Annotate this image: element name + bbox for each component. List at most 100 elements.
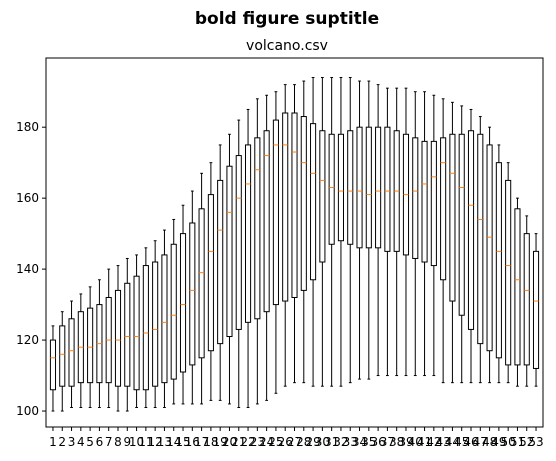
x-tick-label: 9 <box>123 435 131 449</box>
x-tick-label: 23 <box>250 435 265 449</box>
x-tick-label: 31 <box>324 435 339 449</box>
box <box>263 130 270 313</box>
x-tick-label: 29 <box>305 435 320 449</box>
x-tick-label: 35 <box>361 435 376 449</box>
figure-suptitle: bold figure suptitle <box>195 9 379 29</box>
x-tick-label: 28 <box>296 435 311 449</box>
x-tick-label: 4 <box>77 435 85 449</box>
x-tick-label: 17 <box>194 435 209 449</box>
x-tick-label: 18 <box>203 435 218 449</box>
y-tick-label: 120 <box>16 333 39 347</box>
y-tick-label: 100 <box>16 404 39 418</box>
box <box>384 126 391 252</box>
box <box>356 126 363 249</box>
x-tick-label: 27 <box>287 435 302 449</box>
box <box>244 144 252 323</box>
x-tick-label: 25 <box>268 435 283 449</box>
x-tick-label: 34 <box>352 435 367 449</box>
box <box>319 130 326 263</box>
box <box>486 144 493 352</box>
axes-title: volcano.csv <box>246 38 328 54</box>
x-tick-label: 14 <box>166 435 181 449</box>
x-tick-label: 8 <box>114 435 122 449</box>
box <box>430 140 437 267</box>
y-tick-label: 140 <box>16 262 39 276</box>
x-tick-label: 24 <box>259 435 274 449</box>
box <box>207 194 214 352</box>
x-tick-label: 30 <box>315 435 330 449</box>
box <box>412 137 419 259</box>
x-tick-label: 53 <box>528 435 543 449</box>
box <box>458 133 465 316</box>
box <box>226 165 233 338</box>
box <box>133 275 140 391</box>
x-tick-label: 12 <box>148 435 163 449</box>
x-tick-label: 50 <box>501 435 516 449</box>
x-tick-label: 3 <box>68 435 76 449</box>
box <box>49 339 57 391</box>
box <box>291 112 298 298</box>
x-tick-label: 47 <box>473 435 488 449</box>
x-tick-label: 5 <box>86 435 94 449</box>
box <box>337 133 345 242</box>
box <box>421 140 428 263</box>
box <box>254 137 261 320</box>
x-tick-label: 1 <box>49 435 57 449</box>
x-tick-label: 37 <box>380 435 395 449</box>
x-tick-label: 44 <box>445 435 460 449</box>
y-tick-label: 180 <box>16 120 39 134</box>
box <box>142 265 149 391</box>
box <box>440 137 447 281</box>
box <box>375 126 382 249</box>
x-tick-label: 40 <box>408 435 423 449</box>
box <box>505 179 512 366</box>
box <box>235 155 242 330</box>
x-tick-label: 32 <box>333 435 348 449</box>
box <box>189 222 196 366</box>
x-tick-label: 26 <box>278 435 293 449</box>
box <box>310 123 317 281</box>
x-tick-label: 16 <box>185 435 200 449</box>
x-tick-label: 46 <box>463 435 478 449</box>
x-tick-label: 48 <box>482 435 497 449</box>
box <box>114 289 122 387</box>
x-tick-label: 51 <box>510 435 525 449</box>
box <box>217 179 224 345</box>
box <box>523 233 530 366</box>
x-tick-label: 19 <box>213 435 228 449</box>
box <box>495 162 502 359</box>
box <box>467 130 475 330</box>
x-tick-label: 52 <box>519 435 534 449</box>
box <box>198 208 205 359</box>
x-tick-label: 41 <box>417 435 432 449</box>
x-tick-label: 20 <box>222 435 237 449</box>
box <box>87 307 94 384</box>
box <box>347 130 354 245</box>
box <box>514 208 521 366</box>
box <box>365 126 372 249</box>
box <box>532 250 540 369</box>
x-tick-label: 33 <box>343 435 358 449</box>
y-tick-label: 160 <box>16 191 39 205</box>
x-tick-label: 11 <box>138 435 153 449</box>
x-tick-label: 43 <box>435 435 450 449</box>
box <box>152 261 159 387</box>
x-tick-label: 42 <box>426 435 441 449</box>
box <box>170 243 177 380</box>
x-tick-label: 13 <box>157 435 172 449</box>
x-tick-label: 36 <box>370 435 385 449</box>
x-tick-label: 39 <box>398 435 413 449</box>
box <box>124 282 131 387</box>
x-tick-label: 49 <box>491 435 506 449</box>
axes-frame <box>45 57 544 428</box>
box <box>449 133 456 302</box>
x-tick-label: 38 <box>389 435 404 449</box>
box <box>300 116 307 291</box>
x-tick-label: 45 <box>454 435 469 449</box>
box <box>272 119 279 306</box>
box <box>161 254 168 384</box>
x-tick-label: 21 <box>231 435 246 449</box>
x-tick-label: 15 <box>175 435 190 449</box>
